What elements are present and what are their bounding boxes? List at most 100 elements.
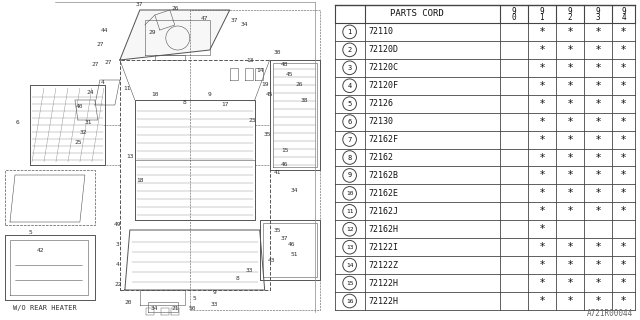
Text: 23: 23 [249,117,257,123]
Text: *: * [621,206,626,216]
Text: *: * [540,63,545,73]
Text: 5: 5 [193,295,196,300]
Text: 40: 40 [76,105,84,109]
Text: *: * [567,134,572,145]
Text: 72130: 72130 [369,117,394,126]
Text: *: * [595,63,600,73]
Text: 19: 19 [261,83,268,87]
Text: 7: 7 [348,137,352,142]
Text: 44: 44 [101,28,109,33]
Text: 14: 14 [346,263,353,268]
Text: 10: 10 [151,92,159,98]
Text: *: * [621,242,626,252]
Text: 17: 17 [221,102,228,108]
Text: 0: 0 [511,13,516,22]
Text: *: * [595,296,600,306]
Text: *: * [621,278,626,288]
Text: 48: 48 [281,62,289,68]
Text: *: * [567,242,572,252]
Text: 9: 9 [213,290,216,294]
Text: *: * [567,27,572,37]
Text: 47: 47 [201,15,209,20]
Text: 9: 9 [568,7,572,16]
Text: 35: 35 [274,228,282,233]
Text: 13: 13 [346,245,353,250]
Text: 51: 51 [291,252,298,258]
Text: 34: 34 [291,188,298,193]
Text: *: * [595,81,600,91]
Text: 8: 8 [183,100,187,105]
Text: 31: 31 [84,121,92,125]
Text: 46: 46 [281,163,289,167]
Text: 5: 5 [348,101,352,107]
Text: 72162H: 72162H [369,225,399,234]
Text: 8: 8 [236,276,239,281]
Text: 4: 4 [621,13,626,22]
Text: W/O REAR HEATER: W/O REAR HEATER [13,305,77,311]
Text: 29: 29 [148,30,156,36]
Text: 72162: 72162 [369,153,394,162]
Text: *: * [621,188,626,198]
Text: *: * [567,116,572,127]
Text: *: * [540,45,545,55]
Text: 30: 30 [274,50,282,54]
Text: 4: 4 [116,262,120,268]
Text: 6: 6 [16,121,20,125]
Polygon shape [120,10,230,60]
Text: *: * [621,45,626,55]
Text: 43: 43 [268,258,275,262]
Text: 72122Z: 72122Z [369,261,399,270]
Text: 72162J: 72162J [369,207,399,216]
Text: 25: 25 [74,140,82,146]
Text: *: * [540,81,545,91]
Text: 33: 33 [211,302,218,308]
Text: 45: 45 [286,73,293,77]
Text: *: * [621,27,626,37]
Text: 2: 2 [348,47,352,53]
Text: *: * [621,153,626,163]
Text: 26: 26 [171,5,179,11]
Text: *: * [595,278,600,288]
Text: 38: 38 [301,98,308,102]
Text: 50: 50 [189,306,196,310]
Text: *: * [595,99,600,109]
Text: 9: 9 [348,172,352,179]
Text: *: * [567,99,572,109]
Text: 27: 27 [96,43,104,47]
Text: 72122H: 72122H [369,297,399,306]
Text: *: * [595,27,600,37]
Text: 3: 3 [596,13,600,22]
Text: 9: 9 [511,7,516,16]
Text: 21: 21 [171,306,179,310]
Text: 35: 35 [264,132,271,138]
Text: 16: 16 [346,299,353,304]
Text: *: * [595,116,600,127]
Text: *: * [621,134,626,145]
Text: 32: 32 [79,131,86,135]
Text: 13: 13 [126,155,134,159]
Text: 12: 12 [346,227,353,232]
Text: 37: 37 [281,236,289,241]
Text: 9: 9 [540,7,544,16]
Text: 15: 15 [346,281,353,285]
Text: 72126: 72126 [369,99,394,108]
Text: *: * [595,206,600,216]
Text: *: * [621,171,626,180]
Text: *: * [595,188,600,198]
Text: 27: 27 [91,62,99,68]
Text: 72122H: 72122H [369,279,399,288]
Text: 10: 10 [346,191,353,196]
Text: 41: 41 [274,170,282,174]
Text: *: * [567,81,572,91]
Text: *: * [567,206,572,216]
Text: 72120F: 72120F [369,81,399,90]
Text: A721R00044: A721R00044 [587,309,633,318]
Text: *: * [621,260,626,270]
Text: 49: 49 [114,222,122,228]
Text: 6: 6 [348,119,352,124]
Text: PARTS CORD: PARTS CORD [390,10,444,19]
Text: *: * [567,278,572,288]
Text: *: * [567,153,572,163]
Text: 9: 9 [621,7,626,16]
Text: 46: 46 [288,243,296,247]
